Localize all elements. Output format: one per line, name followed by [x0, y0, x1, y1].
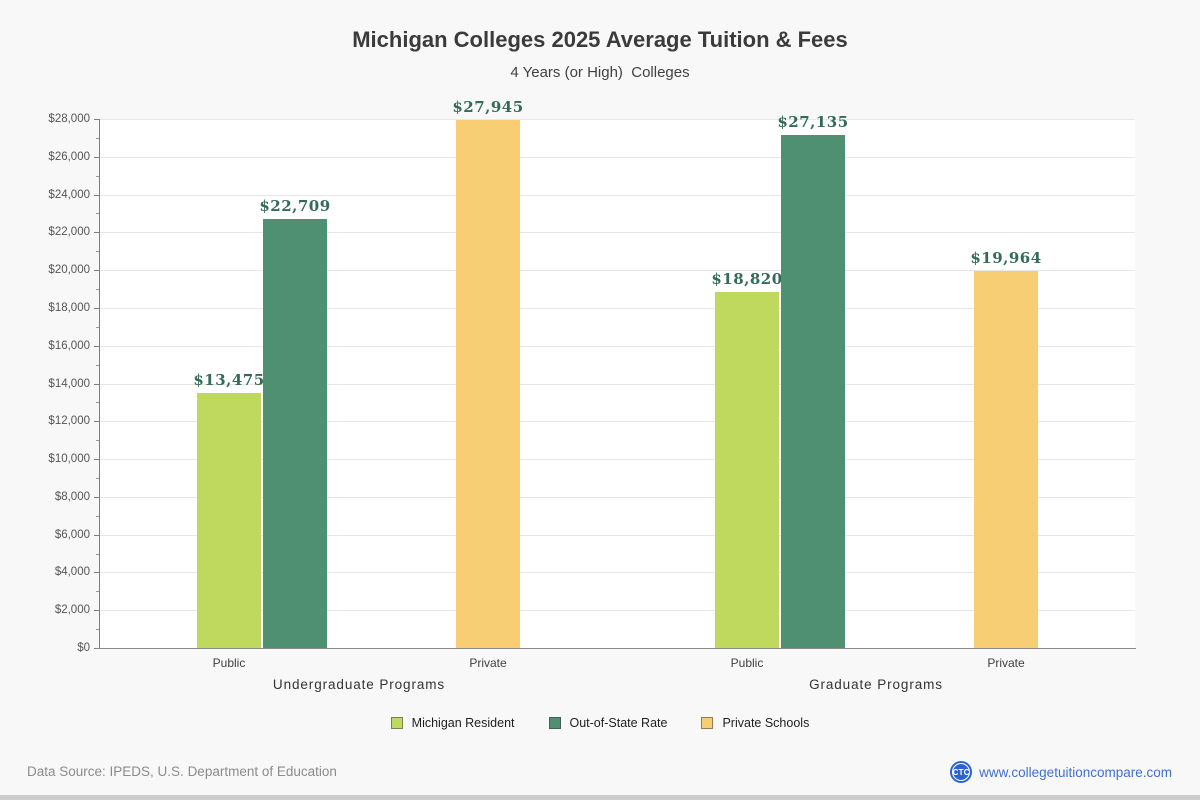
y-major-tick: [94, 610, 100, 611]
y-major-tick: [94, 535, 100, 536]
y-axis-tick-label: $26,000: [48, 151, 90, 163]
y-major-tick: [94, 119, 100, 120]
y-axis-tick-label: $28,000: [48, 113, 90, 125]
group-label-undergraduate: Undergraduate Programs: [272, 677, 446, 692]
y-gridline: [100, 572, 1135, 573]
y-minor-tick: [96, 440, 100, 441]
y-major-tick: [94, 308, 100, 309]
y-major-tick: [94, 270, 100, 271]
category-label-private: Private: [987, 656, 1025, 670]
category-label-public: Public: [730, 656, 764, 670]
y-gridline: [100, 535, 1135, 536]
legend-item-michigan-resident: Michigan Resident: [390, 716, 515, 730]
legend-swatch-icon: [390, 717, 403, 729]
y-gridline: [100, 346, 1135, 347]
y-gridline: [100, 459, 1135, 460]
y-gridline: [100, 421, 1135, 422]
y-minor-tick: [96, 478, 100, 479]
y-axis-tick-label: $8,000: [54, 491, 90, 503]
y-minor-tick: [96, 176, 100, 177]
y-gridline: [100, 232, 1135, 233]
chart-title: Michigan Colleges 2025 Average Tuition &…: [352, 27, 848, 52]
y-gridline: [100, 384, 1135, 385]
y-major-tick: [94, 497, 100, 498]
y-axis-tick-label: $18,000: [48, 302, 90, 314]
y-axis-tick-label: $12,000: [48, 415, 90, 427]
website-link[interactable]: www.collegetuitioncompare.com: [979, 764, 1172, 780]
chart-subtitle: 4 Years (or High) Colleges: [510, 64, 690, 81]
y-axis-tick-label: $22,000: [48, 226, 90, 238]
y-axis-tick-label: $6,000: [54, 529, 90, 541]
bar-value-label: $19,964: [970, 249, 1042, 267]
y-gridline: [100, 270, 1135, 271]
y-minor-tick: [96, 289, 100, 290]
y-axis-line: [99, 119, 100, 649]
category-label-private: Private: [469, 656, 507, 670]
y-gridline: [100, 610, 1135, 611]
chart-legend: Michigan Resident Out-of-State Rate Privat…: [0, 716, 1200, 730]
data-source-note: Data Source: IPEDS, U.S. Department of E…: [27, 764, 337, 779]
y-axis-tick-label: $2,000: [54, 604, 90, 616]
y-minor-tick: [96, 402, 100, 403]
y-minor-tick: [96, 516, 100, 517]
bar-private-schools: [974, 271, 1038, 648]
bar-value-label: $27,135: [777, 113, 849, 131]
legend-swatch-icon: [701, 717, 714, 729]
bar-private-schools: [456, 120, 520, 648]
y-axis-tick-label: $24,000: [48, 189, 90, 201]
category-label-public: Public: [212, 656, 246, 670]
legend-item-out-of-state-rate: Out-of-State Rate: [548, 716, 668, 730]
group-label-graduate: Graduate Programs: [809, 677, 943, 692]
y-axis-tick-label: $14,000: [48, 378, 90, 390]
legend-label: Private Schools: [722, 716, 810, 730]
y-gridline: [100, 497, 1135, 498]
y-minor-tick: [96, 591, 100, 592]
y-gridline: [100, 157, 1135, 158]
y-minor-tick: [96, 365, 100, 366]
legend-label: Michigan Resident: [411, 716, 515, 730]
y-minor-tick: [96, 554, 100, 555]
y-major-tick: [94, 572, 100, 573]
bar-out-of-state-rate: [263, 219, 327, 648]
footer-brand: CTC www.collegetuitioncompare.com: [950, 761, 1172, 783]
bar-out-of-state-rate: [781, 135, 845, 648]
y-minor-tick: [96, 213, 100, 214]
legend-label: Out-of-State Rate: [569, 716, 668, 730]
y-gridline: [100, 308, 1135, 309]
y-axis-tick-label: $10,000: [48, 453, 90, 465]
bar-value-label: $13,475: [193, 371, 265, 389]
y-major-tick: [94, 195, 100, 196]
y-axis-tick-label: $0: [77, 642, 90, 654]
y-major-tick: [94, 346, 100, 347]
y-major-tick: [94, 232, 100, 233]
y-axis-tick-label: $16,000: [48, 340, 90, 352]
y-major-tick: [94, 157, 100, 158]
y-axis-tick-label: $20,000: [48, 264, 90, 276]
y-minor-tick: [96, 327, 100, 328]
bar-value-label: $18,820: [711, 270, 783, 288]
y-major-tick: [94, 421, 100, 422]
bar-michigan-resident: [197, 393, 261, 648]
ctc-logo-icon: CTC: [950, 761, 973, 783]
bottom-edge-strip: [0, 795, 1200, 800]
y-major-tick: [94, 384, 100, 385]
bar-value-label: $22,709: [259, 197, 331, 215]
x-axis-line: [96, 648, 1136, 649]
y-gridline: [100, 195, 1135, 196]
bar-michigan-resident: [715, 292, 779, 648]
legend-swatch-icon: [548, 717, 561, 729]
bar-value-label: $27,945: [452, 98, 524, 116]
y-minor-tick: [96, 629, 100, 630]
y-gridline: [100, 119, 1135, 120]
legend-item-private-schools: Private Schools: [701, 716, 809, 730]
y-minor-tick: [96, 251, 100, 252]
y-major-tick: [94, 459, 100, 460]
y-axis-tick-label: $4,000: [54, 566, 90, 578]
y-minor-tick: [96, 138, 100, 139]
